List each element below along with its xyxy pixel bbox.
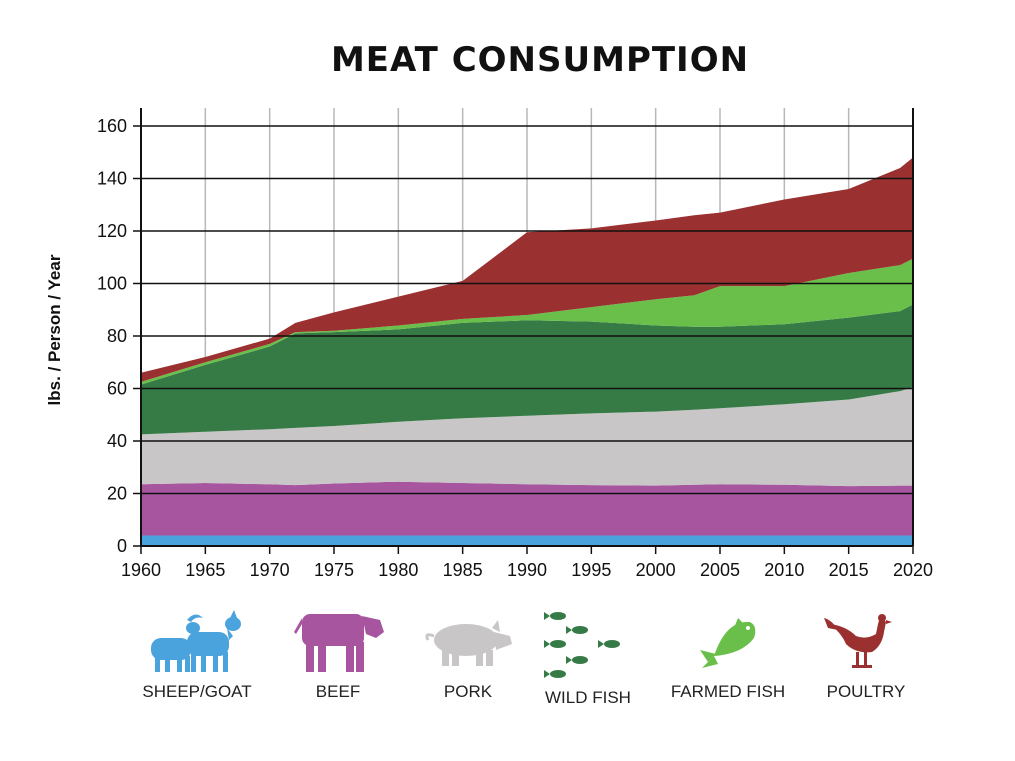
x-tick-label: 2000 — [636, 560, 676, 580]
chart-title: MEAT CONSUMPTION — [330, 40, 750, 80]
y-tick-label: 60 — [107, 379, 127, 399]
area-series-wild-fish — [141, 304, 913, 435]
x-tick-label: 1965 — [185, 560, 225, 580]
x-tick-labels: 1960 1965 1970 1975 1980 1985 1990 1995 2000 2005… — [121, 546, 933, 580]
x-tick-label: 1975 — [314, 560, 354, 580]
legend-item-farmed-fish: FARMED FISH — [648, 610, 808, 702]
y-tick-label: 100 — [97, 274, 127, 294]
legend-label: FARMED FISH — [670, 682, 786, 701]
fish-school-icon — [544, 612, 620, 678]
legend-label: POULTRY — [826, 682, 906, 701]
chicken-icon — [824, 614, 892, 668]
legend-item-poultry: POULTRY — [786, 610, 946, 702]
legend-item-sheep-goat: SHEEP/GOAT — [117, 610, 277, 702]
x-tick-label: 1980 — [378, 560, 418, 580]
stacked-areas — [141, 157, 913, 546]
area-series-beef — [141, 481, 913, 536]
x-tick-label: 1985 — [443, 560, 483, 580]
y-axis-label: lbs. / Person / Year — [45, 254, 64, 405]
area-series-pork — [141, 387, 913, 487]
legend-item-pork: PORK — [388, 610, 548, 702]
area-series-sheep-goat — [141, 535, 913, 546]
x-tick-label: 2015 — [829, 560, 869, 580]
area-series-poultry — [141, 157, 913, 382]
legend-label: BEEF — [315, 682, 361, 701]
horizontal-gridlines — [141, 125, 913, 495]
cow-icon — [294, 614, 384, 672]
x-tick-label: 1970 — [250, 560, 290, 580]
legend-item-wild-fish: WILD FISH — [508, 610, 668, 708]
y-tick-label: 80 — [107, 326, 127, 346]
y-tick-label: 160 — [97, 116, 127, 136]
legend-label: SHEEP/GOAT — [142, 682, 252, 701]
pig-icon — [425, 620, 512, 666]
x-tick-label: 2005 — [700, 560, 740, 580]
legend-item-beef: BEEF — [258, 610, 418, 702]
area-series-farmed-fish — [141, 258, 913, 385]
y-tick-label: 40 — [107, 431, 127, 451]
y-tick-label: 140 — [97, 169, 127, 189]
y-tick-labels: 0 20 40 60 80 100 120 140 160 — [97, 116, 141, 556]
sheep-goat-icon — [151, 610, 241, 672]
y-tick-label: 20 — [107, 484, 127, 504]
y-tick-label: 0 — [117, 536, 127, 556]
x-tick-label: 1960 — [121, 560, 161, 580]
fish-icon — [700, 618, 756, 668]
x-tick-label: 1995 — [571, 560, 611, 580]
legend-label: PORK — [443, 682, 493, 701]
x-tick-label: 2010 — [764, 560, 804, 580]
legend-label: WILD FISH — [545, 688, 631, 707]
x-tick-label: 2020 — [893, 560, 933, 580]
y-tick-label: 120 — [97, 221, 127, 241]
x-tick-label: 1990 — [507, 560, 547, 580]
